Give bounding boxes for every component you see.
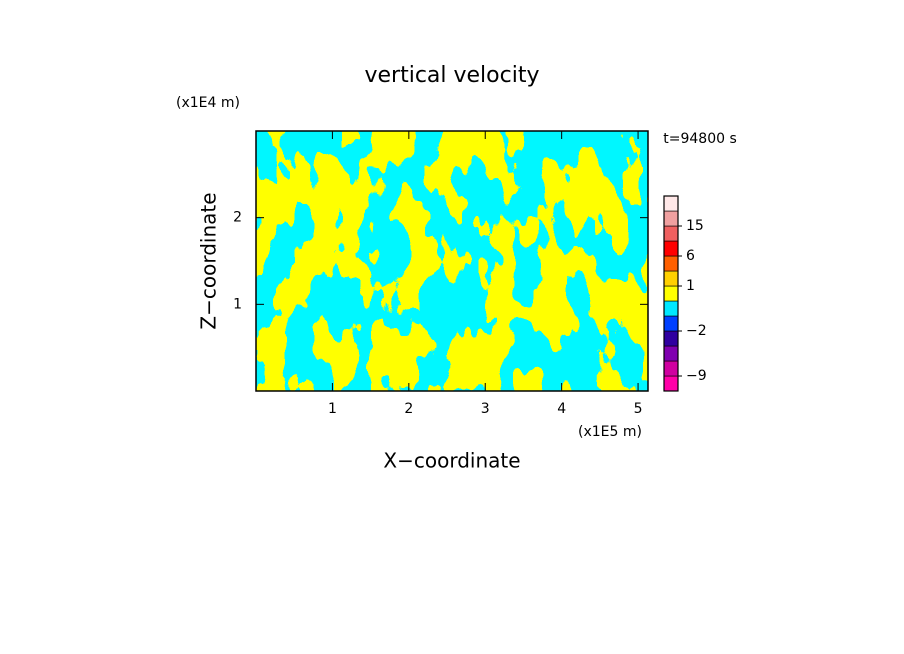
y-tick-label: 2: [233, 210, 242, 226]
colorbar-segment: [663, 195, 679, 212]
x-tick-label: 2: [404, 401, 413, 417]
x-tick-label: 1: [328, 401, 337, 417]
colorbar-segment: [663, 360, 679, 377]
colorbar-label: 6: [686, 248, 695, 264]
contour-field: [256, 131, 648, 391]
y-tick-label: 1: [233, 296, 242, 312]
colorbar-segment: [663, 300, 679, 317]
colorbar-label: 15: [686, 218, 704, 234]
colorbar-segment: [663, 315, 679, 332]
colorbar-segment: [663, 210, 679, 227]
y-axis-label: Z−coordinate: [197, 192, 221, 329]
x-tick-label: 5: [634, 401, 643, 417]
colorbar-segment: [663, 255, 679, 272]
chart-title: vertical velocity: [364, 63, 539, 88]
colorbar-frame: [663, 195, 679, 392]
x-tick-label: 3: [481, 401, 490, 417]
x-axis-label: X−coordinate: [383, 449, 520, 473]
colorbar-segment: [663, 375, 679, 392]
colorbar-segment: [663, 225, 679, 242]
colorbar-segment: [663, 285, 679, 302]
time-annotation: t=94800 s: [663, 131, 737, 147]
x-unit: (x1E5 m): [578, 424, 642, 440]
colorbar-segment: [663, 240, 679, 257]
colorbar-segment: [663, 330, 679, 347]
x-tick-label: 4: [557, 401, 566, 417]
colorbar-label: −2: [686, 323, 707, 339]
plot-frame: [255, 130, 649, 392]
colorbar-label: 1: [686, 278, 695, 294]
colorbar-segment: [663, 270, 679, 287]
colorbar-label: −9: [686, 368, 707, 384]
colorbar-segment: [663, 345, 679, 362]
y-unit: (x1E4 m): [176, 95, 240, 111]
